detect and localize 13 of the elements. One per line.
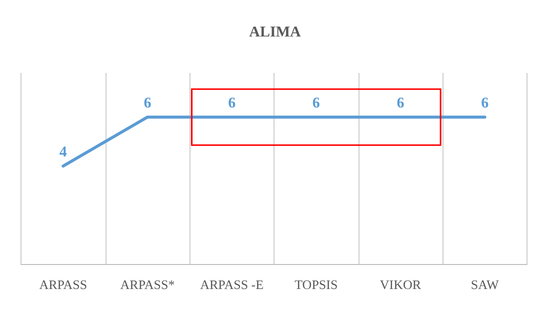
- data-label: 4: [59, 144, 68, 161]
- x-tick-label: TOPSIS: [294, 277, 338, 292]
- x-tick-label: SAW: [470, 277, 500, 292]
- data-label: 6: [312, 96, 320, 112]
- x-tick-label: ARPASS*: [120, 277, 175, 292]
- x-tick-label: ARPASS -E: [200, 277, 264, 292]
- data-label: 6: [144, 96, 152, 112]
- data-label: 6: [228, 96, 236, 112]
- data-label: 6: [481, 96, 490, 112]
- x-tick-label: VIKOR: [380, 277, 422, 292]
- chart-title: ALIMA: [249, 24, 301, 40]
- x-tick-label: ARPASS: [39, 277, 88, 292]
- data-label: 6: [396, 96, 405, 112]
